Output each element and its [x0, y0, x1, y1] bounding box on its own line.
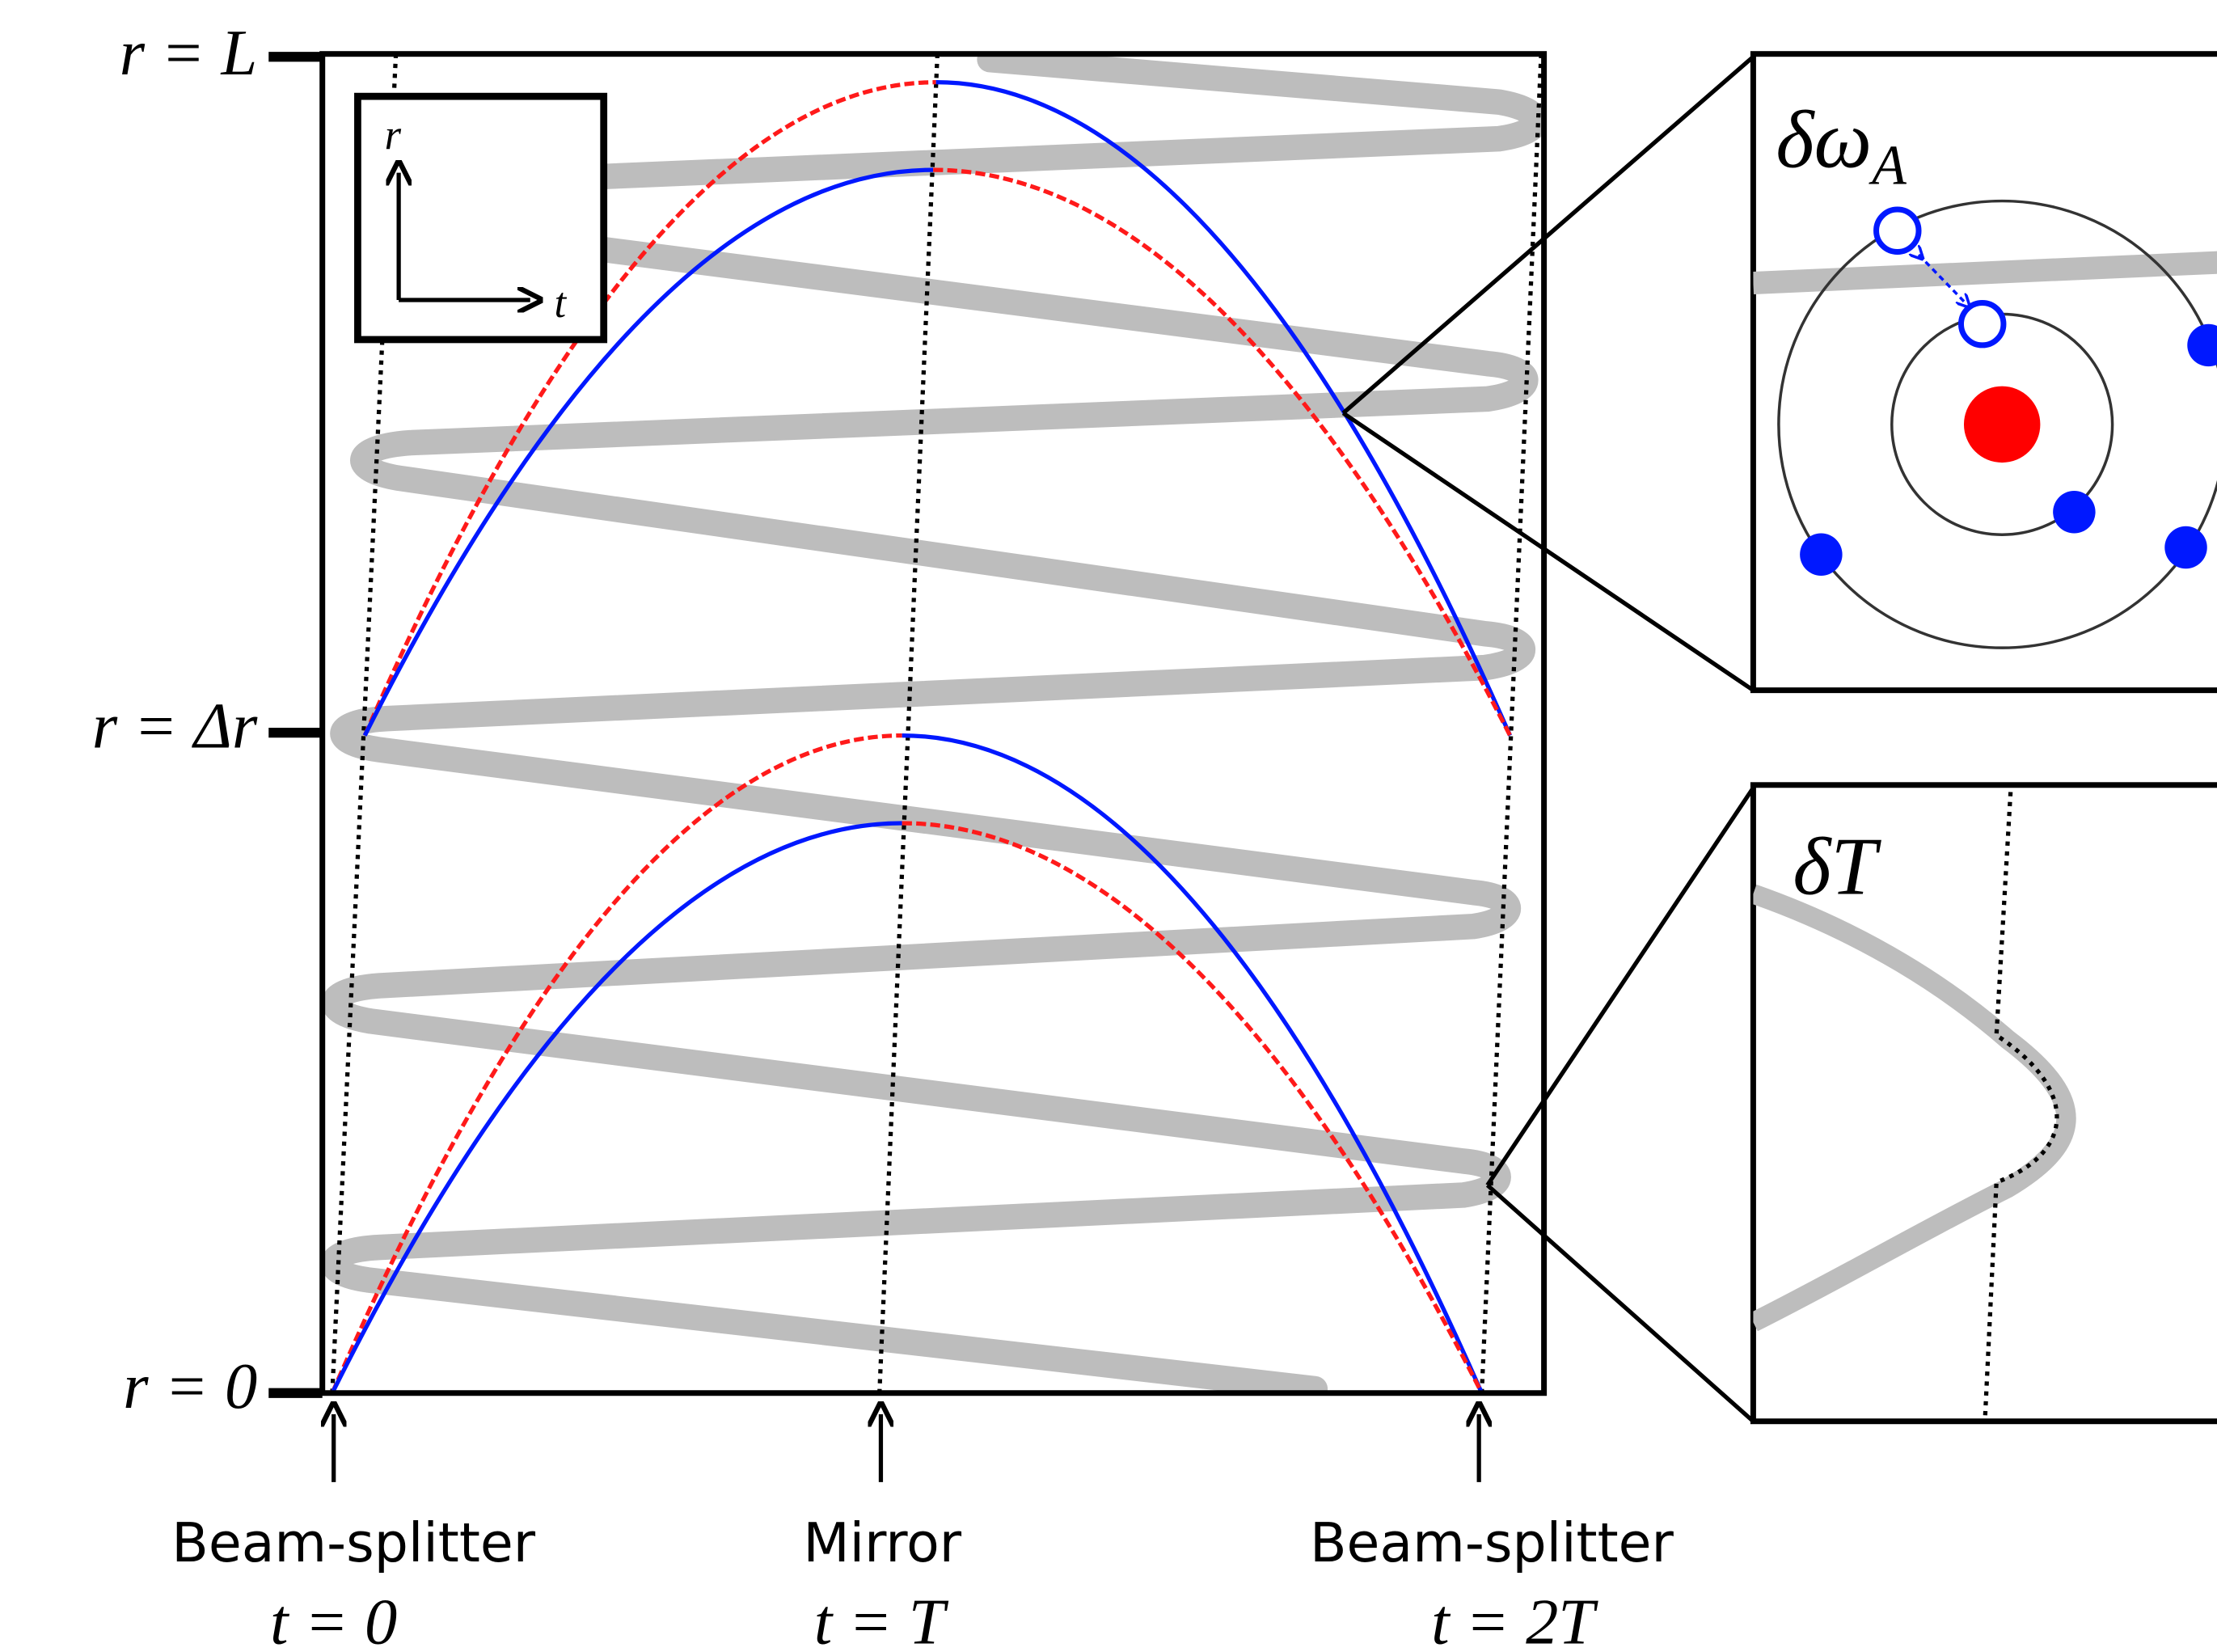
event-time: t = 0 [270, 1586, 397, 1652]
electron [2053, 491, 2096, 534]
outer-orbit [1777, 199, 2217, 649]
zoom-line [1341, 411, 1755, 692]
red-path [933, 167, 1512, 737]
event-name: Mirror [803, 1511, 961, 1574]
plot-area [322, 53, 1544, 1393]
gray-wave-zoom [1753, 884, 2076, 1332]
inset-label: δT [1793, 821, 1881, 911]
inset-label-sub: A [1869, 135, 1907, 197]
r-ticks [268, 52, 323, 1398]
blue-path [362, 167, 934, 737]
electron [2187, 323, 2217, 367]
r-key-label: r [385, 112, 402, 158]
zoom-line [1341, 55, 1755, 415]
transition-arrow [1919, 255, 1966, 302]
blue-path [330, 821, 902, 1393]
t-key-label: t [555, 280, 568, 327]
r-level-label: r = L [120, 17, 258, 89]
time-marker [1480, 53, 1543, 1393]
vacancy [1957, 299, 2007, 349]
event-time: t = T [814, 1586, 949, 1652]
delay-inset [1753, 792, 2076, 1418]
zoom-line [1485, 786, 1755, 1187]
vacancy [1873, 206, 1922, 256]
zoom-line [1485, 1183, 1755, 1423]
electron [1800, 533, 1843, 576]
r-level-label: r = Δr [92, 691, 258, 763]
r-level-label: r = 0 [123, 1350, 257, 1422]
inset-label: δωA [1776, 95, 1907, 197]
blue-path [902, 733, 1484, 1393]
electron [2164, 526, 2207, 569]
red-path [902, 821, 1484, 1393]
red-path [330, 733, 902, 1393]
paths [330, 80, 1513, 1393]
time-marker [877, 53, 940, 1393]
inset-label-main: δω [1776, 95, 1872, 185]
atom-inset [1753, 199, 2217, 649]
inset-frame [1750, 51, 2217, 694]
time-marker-zoom [1983, 792, 2059, 1418]
gray-wave [322, 53, 1544, 1393]
zoom-lines [1341, 55, 1755, 1423]
nucleus [1963, 386, 2041, 463]
plot-frame [319, 51, 1548, 1396]
event-name: Beam-splitter [1310, 1511, 1674, 1574]
blue-path [935, 80, 1513, 737]
red-path [362, 80, 936, 737]
event-name: Beam-splitter [171, 1511, 536, 1574]
inset-frame [1750, 782, 2217, 1425]
event-time: t = 2T [1431, 1586, 1598, 1652]
